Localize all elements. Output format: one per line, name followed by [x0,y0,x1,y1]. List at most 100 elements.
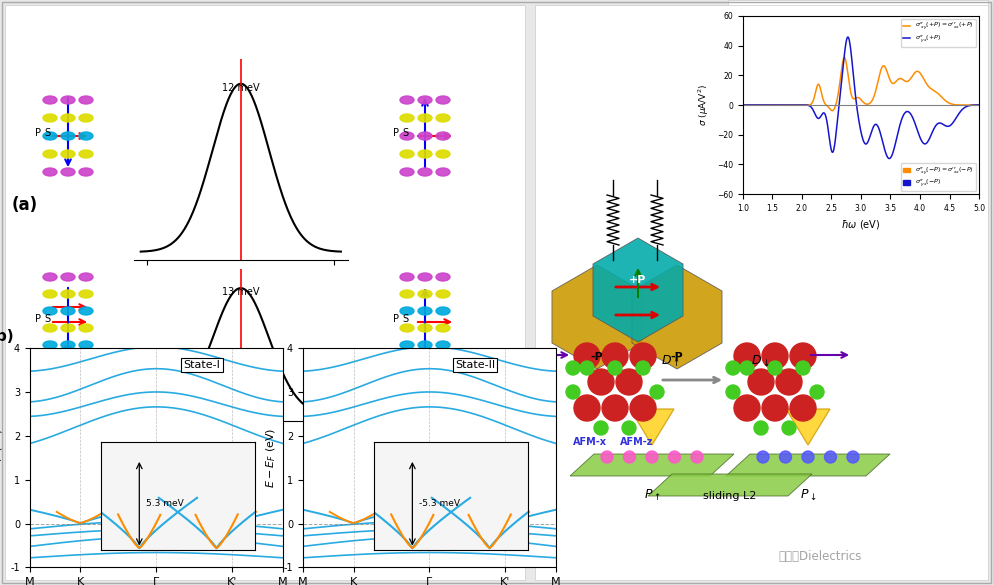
Ellipse shape [418,358,432,366]
Circle shape [768,361,782,375]
Ellipse shape [400,358,414,366]
Polygon shape [570,454,734,476]
FancyArrowPatch shape [810,352,847,358]
Polygon shape [593,238,683,342]
Circle shape [574,343,600,369]
Ellipse shape [43,168,57,176]
Text: -P: -P [591,352,604,362]
Ellipse shape [418,150,432,158]
Ellipse shape [436,150,450,158]
Ellipse shape [79,114,93,122]
Circle shape [566,361,580,375]
Ellipse shape [79,96,93,104]
Ellipse shape [43,324,57,332]
Ellipse shape [418,168,432,176]
Ellipse shape [79,132,93,140]
Ellipse shape [436,324,450,332]
Ellipse shape [436,273,450,281]
Ellipse shape [79,341,93,349]
Ellipse shape [61,290,75,298]
Polygon shape [786,409,830,445]
Circle shape [824,451,836,463]
Ellipse shape [43,290,57,298]
Ellipse shape [400,341,414,349]
Circle shape [580,361,594,375]
Polygon shape [630,409,674,445]
Ellipse shape [436,307,450,315]
Y-axis label: $\sigma$ ($\mu$A/V$^2$): $\sigma$ ($\mu$A/V$^2$) [697,84,711,126]
Circle shape [691,451,703,463]
Ellipse shape [43,150,57,158]
Circle shape [810,385,824,399]
Text: -P: -P [670,352,683,362]
Text: S: S [402,128,408,138]
Ellipse shape [79,150,93,158]
Circle shape [636,361,650,375]
Circle shape [790,395,816,421]
Circle shape [624,451,636,463]
Circle shape [588,369,614,395]
Text: $P_\downarrow$: $P_\downarrow$ [799,488,816,503]
Ellipse shape [418,324,432,332]
Text: $D_\downarrow$: $D_\downarrow$ [751,354,770,369]
Circle shape [594,421,608,435]
Ellipse shape [436,168,450,176]
Text: 5.3 meV: 5.3 meV [146,499,184,508]
Circle shape [602,395,628,421]
X-axis label: $\hbar\omega$ (eV): $\hbar\omega$ (eV) [841,219,881,232]
Text: State-I: State-I [184,360,220,370]
Ellipse shape [79,324,93,332]
Ellipse shape [79,273,93,281]
Y-axis label: $E - E_F$ (eV): $E - E_F$ (eV) [264,428,278,488]
Ellipse shape [436,290,450,298]
Circle shape [734,343,760,369]
Text: P: P [35,314,41,324]
Text: P: P [35,128,41,138]
Ellipse shape [61,150,75,158]
Circle shape [796,361,810,375]
Text: $P_\uparrow$: $P_\uparrow$ [643,488,660,503]
Circle shape [726,385,740,399]
Polygon shape [648,474,812,496]
Circle shape [847,451,859,463]
Circle shape [726,361,740,375]
Ellipse shape [418,132,432,140]
Ellipse shape [400,114,414,122]
Ellipse shape [418,96,432,104]
Ellipse shape [400,324,414,332]
Text: State-II: State-II [455,360,496,370]
Text: -5.3 meV: -5.3 meV [419,499,461,508]
FancyArrowPatch shape [531,352,567,358]
Ellipse shape [43,307,57,315]
Ellipse shape [400,290,414,298]
Ellipse shape [436,358,450,366]
Ellipse shape [43,114,57,122]
Circle shape [734,395,760,421]
Text: $D_\uparrow$: $D_\uparrow$ [660,354,679,369]
Ellipse shape [43,341,57,349]
Circle shape [630,343,656,369]
Ellipse shape [79,358,93,366]
Y-axis label: $E - E_F$ (eV): $E - E_F$ (eV) [0,428,5,488]
Ellipse shape [79,307,93,315]
Ellipse shape [61,341,75,349]
Ellipse shape [418,307,432,315]
Ellipse shape [436,132,450,140]
Ellipse shape [436,341,450,349]
Text: (b): (b) [0,329,14,343]
Text: +P: +P [630,275,646,285]
Ellipse shape [61,114,75,122]
Text: 13 meV: 13 meV [222,287,259,297]
Bar [728,0,988,195]
Ellipse shape [418,114,432,122]
Ellipse shape [79,290,93,298]
Circle shape [762,343,788,369]
Circle shape [748,369,774,395]
Circle shape [776,369,802,395]
Circle shape [566,385,580,399]
Ellipse shape [400,273,414,281]
Text: S: S [44,314,50,324]
Circle shape [757,451,769,463]
Circle shape [601,451,613,463]
Circle shape [646,451,658,463]
